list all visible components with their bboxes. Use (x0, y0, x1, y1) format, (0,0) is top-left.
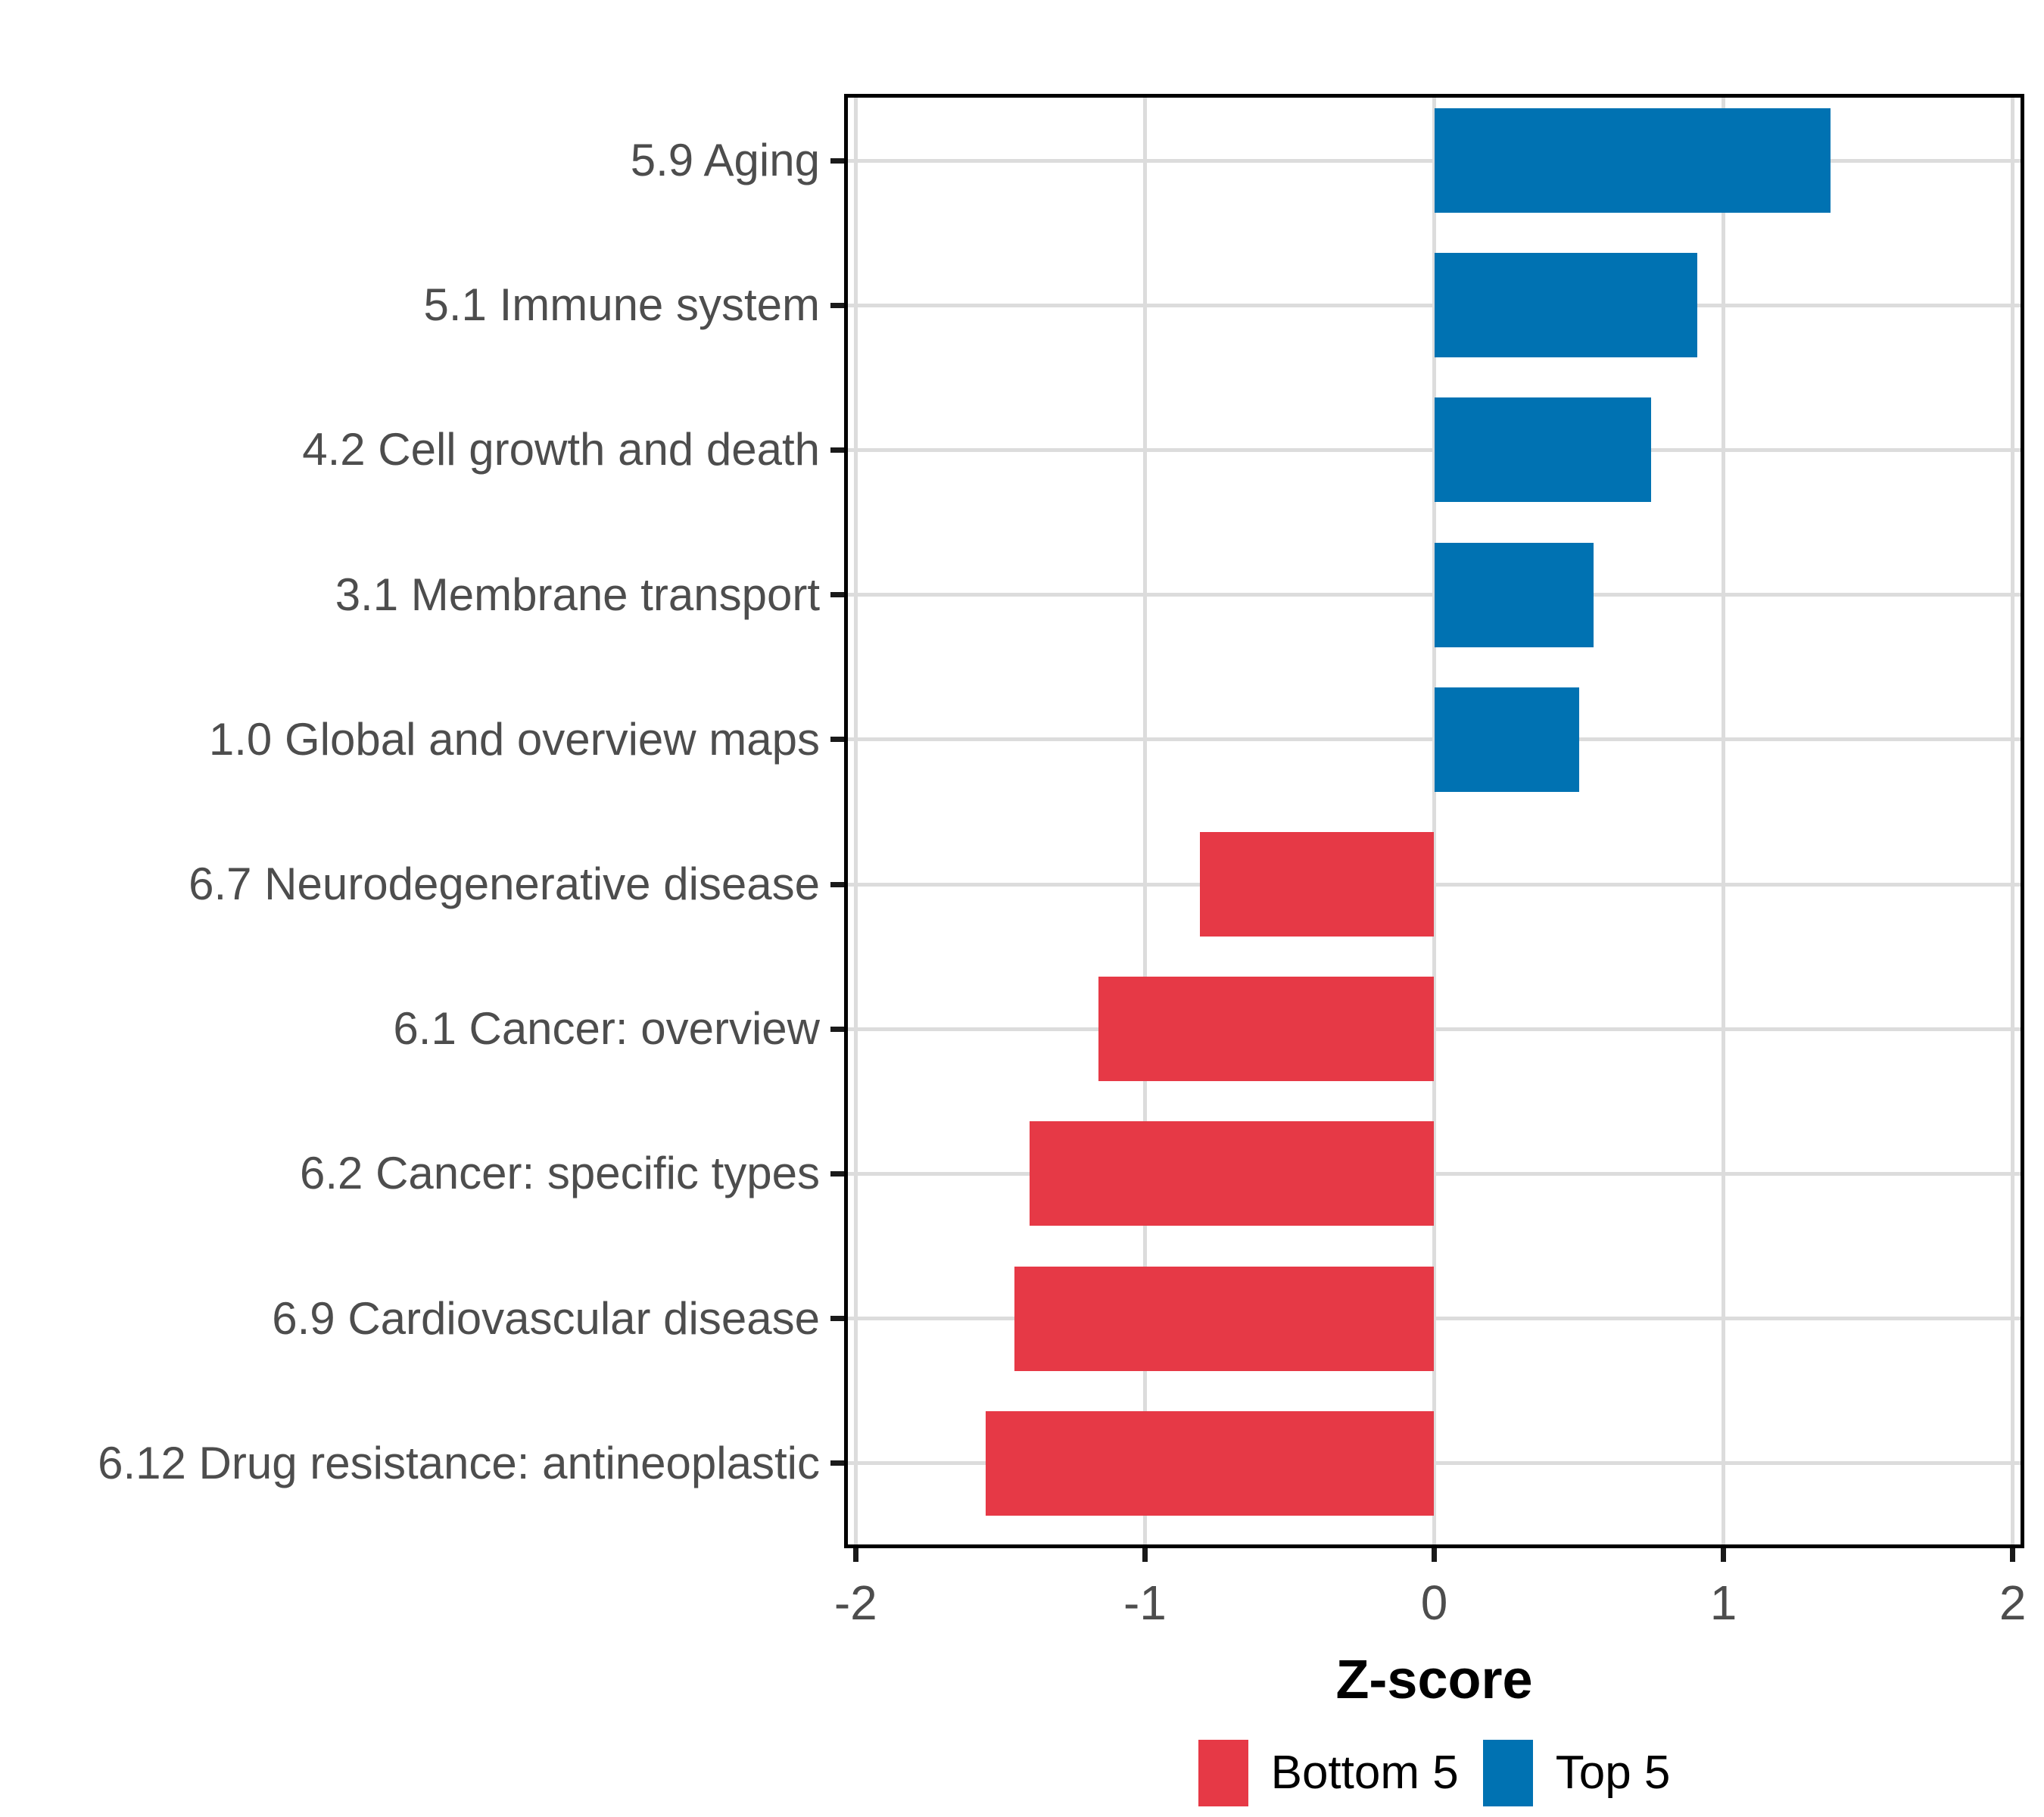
y-axis-tick (830, 157, 844, 164)
plot-panel (844, 94, 2024, 1548)
y-axis-label: 6.1 Cancer: overview (393, 1003, 820, 1055)
y-axis-label: 4.2 Cell growth and death (302, 424, 820, 475)
x-axis-tick (852, 1548, 858, 1562)
y-axis-label: 6.9 Cardiovascular disease (272, 1292, 820, 1344)
y-axis-tick (830, 1460, 844, 1466)
x-axis-tick (2010, 1548, 2016, 1562)
vertical-gridline (1432, 94, 1436, 1548)
y-axis-tick (830, 1170, 844, 1177)
legend-swatch (1198, 1740, 1248, 1806)
horizontal-gridline (844, 1027, 2024, 1031)
x-axis-tick-label: 0 (1420, 1575, 1448, 1630)
x-axis-title: Z-score (1335, 1650, 1533, 1710)
y-axis-tick (830, 737, 844, 743)
x-axis-tick-label: -1 (1123, 1575, 1167, 1630)
legend-swatch (1482, 1740, 1533, 1806)
y-axis-tick (830, 447, 844, 453)
y-axis-label: 6.12 Drug resistance: antineoplastic (98, 1437, 820, 1488)
x-axis-tick-label: 1 (1709, 1575, 1737, 1630)
bar-6-12-drug-resistance-antineoplastic (986, 1410, 1435, 1516)
legend-label: Top 5 (1555, 1747, 1671, 1799)
legend: Bottom 5 Top 5 (844, 1740, 2024, 1806)
y-axis-label: 3.1 Membrane transport (335, 569, 820, 620)
horizontal-gridline (844, 1171, 2024, 1176)
y-axis-tick (830, 302, 844, 308)
y-axis-label: 1.0 Global and overview maps (208, 713, 820, 765)
bar-1-0-global-and-overview-maps (1434, 687, 1579, 792)
y-axis-label: 6.7 Neurodegenerative disease (189, 859, 820, 909)
bar-5-1-immune-system (1434, 253, 1698, 358)
y-axis-label: 5.9 Aging (630, 135, 820, 185)
x-axis-tick-label: 2 (1999, 1575, 2027, 1630)
vertical-gridline (1142, 94, 1147, 1548)
bar-6-2-cancer-specific-types (1029, 1121, 1435, 1226)
horizontal-gridline (844, 882, 2024, 887)
y-axis-tick (830, 592, 844, 598)
horizontal-gridline (844, 1461, 2024, 1466)
bar-3-1-membrane-transport (1434, 542, 1594, 647)
x-axis-tick (1432, 1548, 1437, 1562)
y-axis-label: 6.2 Cancer: specific types (300, 1148, 820, 1199)
horizontal-gridline (844, 1317, 2024, 1321)
legend-entry-bottom-5: Bottom 5 (1198, 1740, 1459, 1806)
vertical-gridline (1722, 94, 1726, 1548)
vertical-gridline (2011, 94, 2015, 1548)
y-axis-label: 5.1 Immune system (423, 279, 820, 331)
legend-entry-top-5: Top 5 (1482, 1740, 1671, 1806)
x-axis-tick (1721, 1548, 1727, 1562)
x-axis-tick-label: -2 (833, 1575, 877, 1630)
vertical-gridline (853, 94, 858, 1548)
bar-6-7-neurodegenerative-disease (1199, 832, 1435, 937)
x-axis-tick (1142, 1548, 1148, 1562)
legend-label: Bottom 5 (1270, 1747, 1459, 1799)
bar-6-9-cardiovascular-disease (1014, 1266, 1435, 1371)
y-axis-tick (830, 881, 844, 887)
bar-4-2-cell-growth-and-death (1434, 397, 1652, 503)
y-axis-tick (830, 1316, 844, 1322)
bar-6-1-cancer-overview (1098, 977, 1435, 1082)
y-axis-tick (830, 1026, 844, 1032)
bar-5-9-aging (1434, 108, 1831, 213)
